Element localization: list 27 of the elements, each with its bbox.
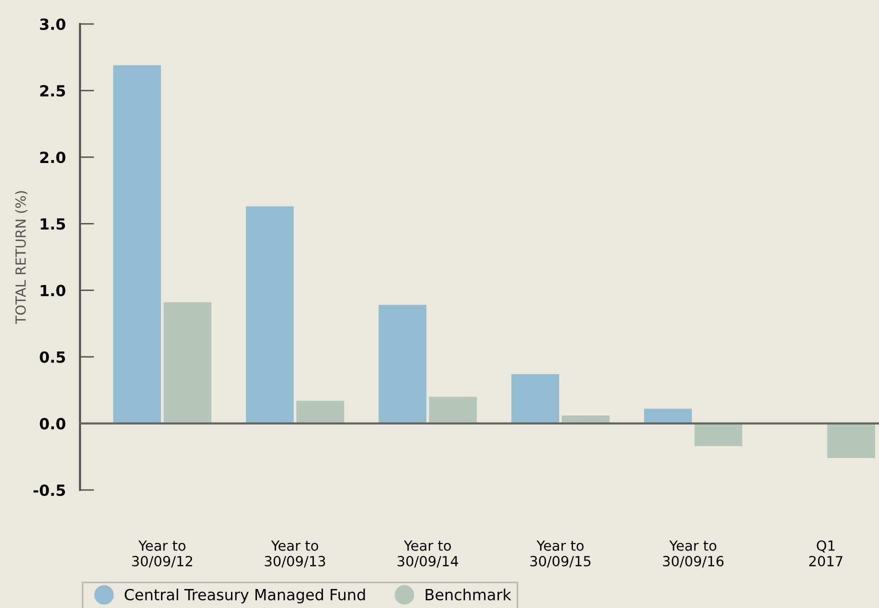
y-tick-label: 1.0 (40, 284, 66, 296)
legend-label: Benchmark (426, 588, 512, 600)
bar (378, 304, 426, 424)
x-tick-label: Q1 2017 (809, 540, 842, 566)
x-tick-label: Year to 30/09/14 (398, 540, 458, 568)
y-tick-label: 2.5 (40, 85, 66, 97)
bar (429, 396, 477, 424)
x-tick-label: Year to 30/09/16 (663, 540, 724, 568)
x-tick-label: Year to 30/09/15 (530, 540, 590, 568)
y-tick-label: 0.5 (40, 351, 66, 363)
y-tick-label: 1.5 (40, 218, 66, 230)
bar (296, 400, 344, 424)
legend-label: Central Treasury Managed Fund (124, 588, 365, 604)
y-axis-title: TOTAL RETURN (%) (15, 191, 28, 324)
x-tick-label: Year to 30/09/12 (132, 540, 192, 568)
x-tick-label: Year to 30/09/13 (264, 540, 326, 568)
bar (644, 408, 692, 424)
bar (694, 423, 742, 446)
bar (827, 423, 876, 458)
bar (113, 65, 161, 424)
bar (511, 374, 560, 424)
y-tick-label: 3.0 (40, 18, 66, 30)
y-tick-label: 2.0 (40, 152, 66, 164)
y-tick-label: 0.0 (40, 418, 66, 430)
bar (164, 302, 212, 424)
bar (246, 206, 294, 424)
y-tick-label: -0.5 (34, 484, 66, 496)
